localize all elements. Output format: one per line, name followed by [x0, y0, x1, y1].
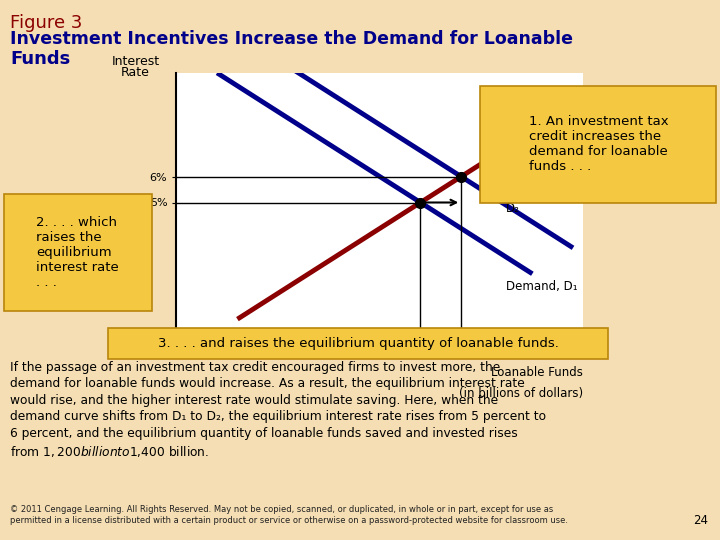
Text: 1. An investment tax
credit increases the
demand for loanable
funds . . .: 1. An investment tax credit increases th…	[528, 116, 668, 173]
Text: © 2011 Cengage Learning. All Rights Reserved. May not be copied, scanned, or dup: © 2011 Cengage Learning. All Rights Rese…	[10, 505, 568, 525]
Text: Demand, D₁: Demand, D₁	[506, 280, 577, 293]
Text: D₂: D₂	[506, 202, 520, 215]
Text: If the passage of an investment tax credit encouraged firms to invest more, the
: If the passage of an investment tax cred…	[10, 361, 546, 459]
Text: Investment Incentives Increase the Demand for Loanable: Investment Incentives Increase the Deman…	[10, 30, 573, 48]
Text: Figure 3: Figure 3	[10, 14, 83, 31]
Text: 24: 24	[693, 514, 708, 526]
Text: 2. . . . which
raises the
equilibrium
interest rate
. . .: 2. . . . which raises the equilibrium in…	[37, 216, 119, 289]
Text: Funds: Funds	[10, 50, 71, 68]
Text: Supply: Supply	[506, 117, 549, 130]
Text: Rate: Rate	[121, 66, 150, 79]
Text: Loanable Funds: Loanable Funds	[491, 366, 583, 379]
Text: (in billions of dollars): (in billions of dollars)	[459, 387, 583, 400]
Text: 3. . . . and raises the equilibrium quantity of loanable funds.: 3. . . . and raises the equilibrium quan…	[158, 337, 559, 350]
Text: Interest: Interest	[112, 55, 159, 68]
